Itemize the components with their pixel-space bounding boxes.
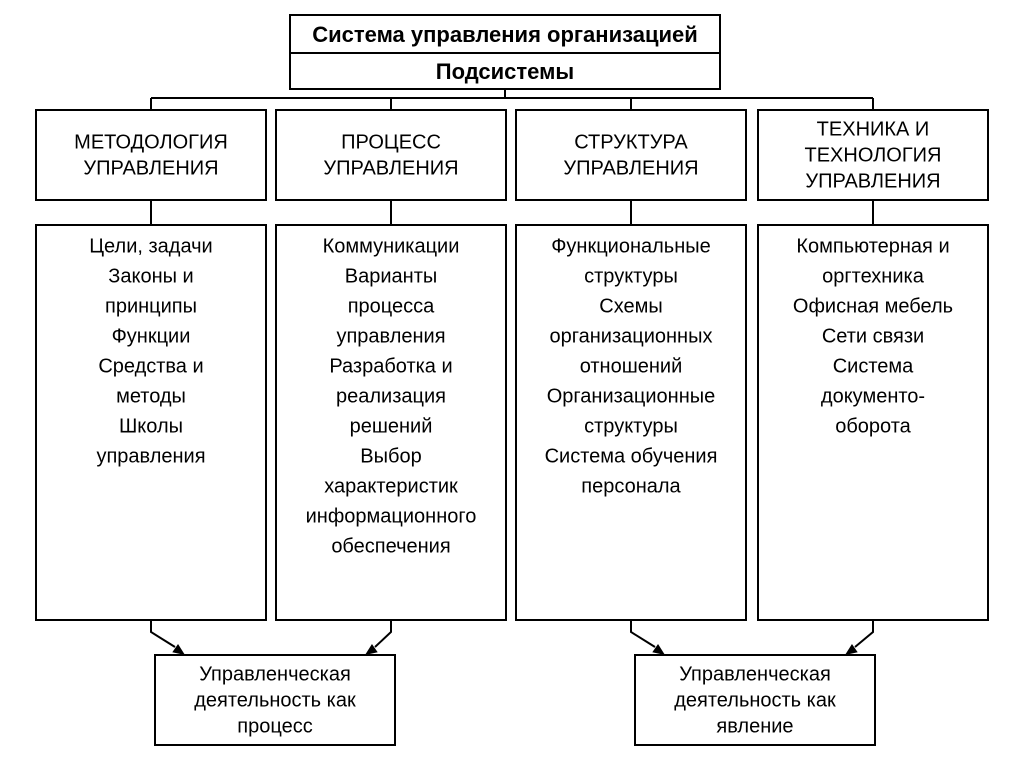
col-body-text-0-2: принципы [105, 295, 197, 317]
subtitle-text: Подсистемы [436, 59, 574, 84]
col-body-text-1-4: Разработка и [329, 355, 452, 377]
col-body-text-3-2: Офисная мебель [793, 295, 953, 317]
col-header-text-0-0: МЕТОДОЛОГИЯ [74, 131, 228, 153]
col-header-text-1-0: ПРОЦЕСС [341, 131, 441, 153]
col-body-text-0-1: Законы и [108, 265, 193, 287]
col-body-text-3-5: документо- [821, 385, 925, 407]
col-body-text-1-7: Выбор [360, 445, 421, 467]
col-body-text-3-3: Сети связи [822, 325, 924, 347]
arrow-line-2 [631, 620, 655, 647]
col-header-text-3-2: УПРАВЛЕНИЯ [805, 170, 940, 192]
col-header-text-0-1: УПРАВЛЕНИЯ [83, 157, 218, 179]
col-body-text-3-4: Система [833, 355, 914, 377]
col-body-text-0-0: Цели, задачи [89, 235, 212, 257]
bottom-left-text-2: процесс [237, 715, 312, 737]
col-body-text-1-0: Коммуникации [323, 235, 460, 257]
arrow-line-3 [855, 620, 873, 647]
col-body-text-2-4: отношений [580, 355, 683, 377]
col-body-text-2-1: структуры [584, 265, 678, 287]
col-body-text-2-7: Система обучения [545, 445, 718, 467]
col-header-text-3-1: ТЕХНОЛОГИЯ [804, 144, 941, 166]
col-body-text-1-2: процесса [348, 295, 435, 317]
col-body-text-3-1: оргтехника [822, 265, 925, 287]
col-body-text-3-6: оборота [835, 415, 911, 437]
bottom-left-text-0: Управленческая [199, 663, 351, 685]
col-body-text-0-3: Функции [112, 325, 191, 347]
col-body-text-0-7: управления [96, 445, 205, 467]
col-header-box-1 [276, 110, 506, 200]
col-body-text-3-0: Компьютерная и [796, 235, 949, 257]
col-header-box-2 [516, 110, 746, 200]
col-body-text-2-8: персонала [581, 475, 681, 497]
col-body-text-1-3: управления [336, 325, 445, 347]
col-body-text-1-8: характеристик [324, 475, 458, 497]
col-body-text-2-2: Схемы [599, 295, 662, 317]
bottom-left-text-1: деятельность как [194, 689, 356, 711]
col-body-text-2-0: Функциональные [551, 235, 711, 257]
col-body-text-1-10: обеспечения [331, 535, 450, 557]
col-body-text-0-5: методы [116, 385, 186, 407]
col-body-text-1-9: информационного [306, 505, 477, 527]
bottom_right-text-1: деятельность как [674, 689, 836, 711]
bottom_right-text-2: явление [716, 715, 793, 737]
col-body-text-0-6: Школы [119, 415, 183, 437]
col-header-box-0 [36, 110, 266, 200]
col-body-text-2-5: Организационные [547, 385, 716, 407]
title-text: Система управления организацией [312, 22, 698, 47]
col-body-text-2-3: организационных [550, 325, 713, 347]
col-header-text-1-1: УПРАВЛЕНИЯ [323, 157, 458, 179]
arrow-line-1 [375, 620, 391, 647]
col-body-text-0-4: Средства и [98, 355, 203, 377]
col-header-text-2-1: УПРАВЛЕНИЯ [563, 157, 698, 179]
col-header-text-3-0: ТЕХНИКА И [817, 118, 930, 140]
col-body-text-1-5: реализация [336, 385, 446, 407]
col-header-text-2-0: СТРУКТУРА [574, 131, 688, 153]
col-body-text-1-6: решений [350, 415, 433, 437]
bottom_right-text-0: Управленческая [679, 663, 831, 685]
col-body-text-2-6: структуры [584, 415, 678, 437]
col-body-text-1-1: Варианты [345, 265, 437, 287]
arrow-line-0 [151, 620, 175, 647]
